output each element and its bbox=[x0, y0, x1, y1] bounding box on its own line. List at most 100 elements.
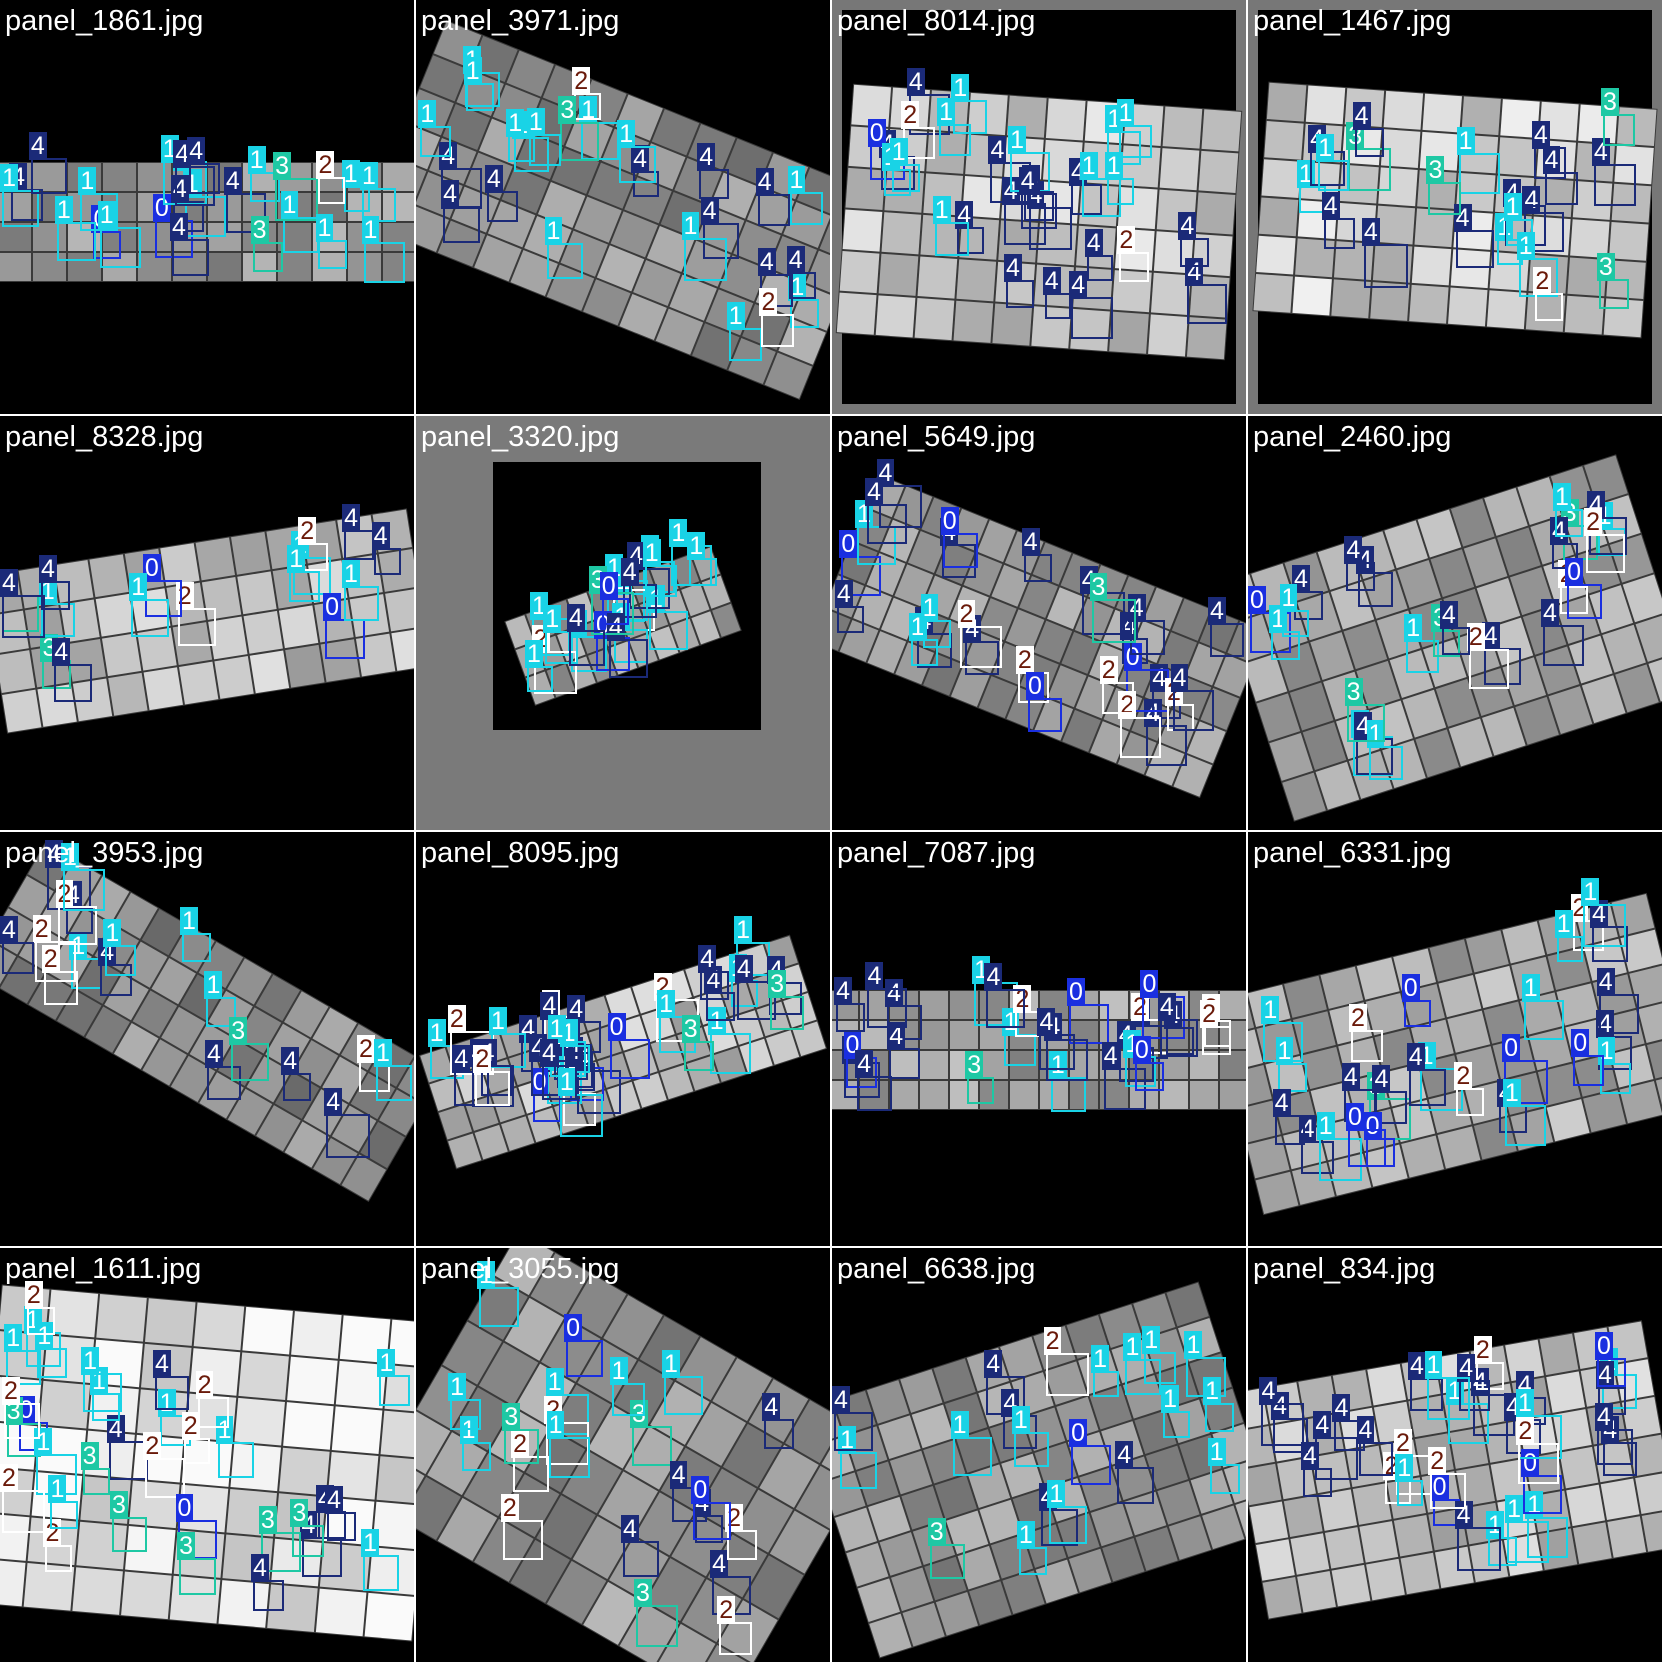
panel-cell bbox=[1572, 180, 1613, 220]
class-label: 1 bbox=[1502, 1079, 1521, 1108]
panel-cell bbox=[138, 223, 171, 251]
panel-cell bbox=[420, 55, 468, 102]
class-label: 4 bbox=[1004, 253, 1022, 282]
panel-cell bbox=[1400, 1552, 1440, 1595]
panel-cell bbox=[1415, 729, 1460, 778]
panel-cell bbox=[834, 1507, 878, 1552]
panel-cell bbox=[1450, 498, 1495, 547]
class-label: 2 bbox=[1099, 656, 1118, 685]
detection-box bbox=[181, 933, 211, 963]
class-label: 0 bbox=[940, 506, 959, 535]
panel-cell bbox=[335, 1360, 387, 1409]
panel-cell bbox=[867, 631, 907, 674]
detection-box bbox=[1101, 682, 1134, 715]
panel-cell bbox=[832, 608, 851, 651]
detection-box bbox=[1518, 1442, 1560, 1484]
panel-cell bbox=[218, 1039, 263, 1086]
detection-box bbox=[1533, 146, 1566, 179]
panel-cell bbox=[313, 1137, 358, 1185]
panel-cell bbox=[536, 1495, 596, 1559]
detection-box bbox=[1542, 625, 1584, 667]
detection-box bbox=[175, 166, 216, 206]
class-label: 4 bbox=[0, 569, 18, 598]
panel-tile: 144144344334441112314panel_1467.jpg bbox=[1248, 0, 1662, 414]
class-label: 4 bbox=[865, 961, 884, 990]
class-label: 1 bbox=[374, 1039, 392, 1068]
panel-cell bbox=[1622, 574, 1662, 623]
class-label: 4 bbox=[152, 1350, 171, 1379]
panel-cell bbox=[1372, 243, 1413, 283]
panel-cell bbox=[1482, 707, 1526, 756]
class-label: 2 bbox=[181, 1411, 200, 1440]
class-label: 1 bbox=[681, 212, 700, 241]
panel-cell bbox=[1186, 721, 1226, 764]
panel-cell bbox=[113, 892, 158, 939]
filename-label: panel_5649.jpg bbox=[837, 421, 1036, 453]
class-label: 1 bbox=[477, 1261, 495, 1290]
class-label: 1 bbox=[97, 201, 116, 230]
class-label: 3 bbox=[558, 96, 577, 125]
class-label: 2 bbox=[1043, 1327, 1062, 1356]
panel-cell bbox=[1520, 992, 1563, 1035]
class-label: 0 bbox=[1521, 1448, 1540, 1477]
panel-cell bbox=[376, 1456, 414, 1504]
panel-cell bbox=[530, 1253, 591, 1317]
panel-cell bbox=[692, 323, 740, 370]
panel-cell bbox=[312, 1007, 357, 1054]
class-label: 1 bbox=[4, 1323, 23, 1352]
detection-box bbox=[545, 630, 579, 664]
panel-cell bbox=[208, 253, 241, 281]
panel-cell bbox=[1001, 1453, 1044, 1498]
detection-box bbox=[1146, 724, 1187, 766]
detection-box bbox=[601, 598, 629, 626]
detection-box bbox=[878, 485, 922, 529]
detection-box bbox=[513, 1456, 550, 1493]
detection-box bbox=[1202, 1025, 1232, 1055]
detection-box bbox=[636, 1604, 679, 1647]
class-label: 1 bbox=[377, 1348, 396, 1377]
panel-tile: 10411441411411321111panel_6638.jpg bbox=[832, 1248, 1246, 1662]
detection-box bbox=[1086, 254, 1113, 281]
panel-cell bbox=[526, 671, 555, 705]
detection-box bbox=[942, 532, 978, 568]
panel-cell bbox=[1297, 1570, 1336, 1613]
panel-cell bbox=[1483, 1001, 1527, 1044]
panel-cell bbox=[878, 1415, 921, 1460]
panel-cell bbox=[1305, 85, 1346, 125]
panel-cell bbox=[1330, 581, 1375, 630]
detection-box bbox=[443, 206, 481, 244]
panel-cell bbox=[1568, 635, 1613, 684]
class-label: 2 bbox=[24, 1280, 43, 1309]
class-label: 1 bbox=[707, 1006, 726, 1035]
panel-cell bbox=[670, 554, 700, 589]
panel-cell bbox=[953, 300, 994, 343]
panel-cell bbox=[572, 1516, 633, 1580]
detection-box bbox=[1583, 904, 1627, 948]
class-label: 4 bbox=[1042, 267, 1061, 296]
detection-box bbox=[1119, 252, 1150, 283]
class-label: 1 bbox=[1456, 127, 1475, 156]
panel-cell bbox=[712, 603, 741, 637]
panel-cell bbox=[1375, 205, 1416, 245]
panel-cell bbox=[551, 1384, 612, 1448]
panel-cell bbox=[1638, 1000, 1662, 1044]
panel-cell bbox=[587, 162, 636, 209]
panel-cell bbox=[851, 84, 892, 127]
filename-label: panel_3971.jpg bbox=[421, 5, 620, 37]
panel-cell bbox=[969, 1581, 1012, 1625]
detection-box bbox=[571, 635, 608, 672]
class-label: 3 bbox=[250, 216, 269, 245]
detection-box bbox=[1458, 153, 1500, 195]
panel-cell bbox=[1292, 1011, 1336, 1054]
panel-cell bbox=[1500, 99, 1540, 138]
class-label: 4 bbox=[1313, 1410, 1332, 1439]
panel-cell bbox=[143, 667, 183, 711]
class-label: 0 bbox=[1069, 1419, 1088, 1448]
class-label: 2 bbox=[957, 599, 976, 628]
panel-tile: 213441411010441024241414010panel_6331.jp… bbox=[1248, 832, 1662, 1246]
detection-box bbox=[1187, 283, 1228, 324]
class-label: 2 bbox=[717, 1595, 736, 1624]
class-label: 1 bbox=[247, 146, 266, 175]
detection-box bbox=[252, 242, 283, 273]
detection-box bbox=[546, 243, 583, 280]
